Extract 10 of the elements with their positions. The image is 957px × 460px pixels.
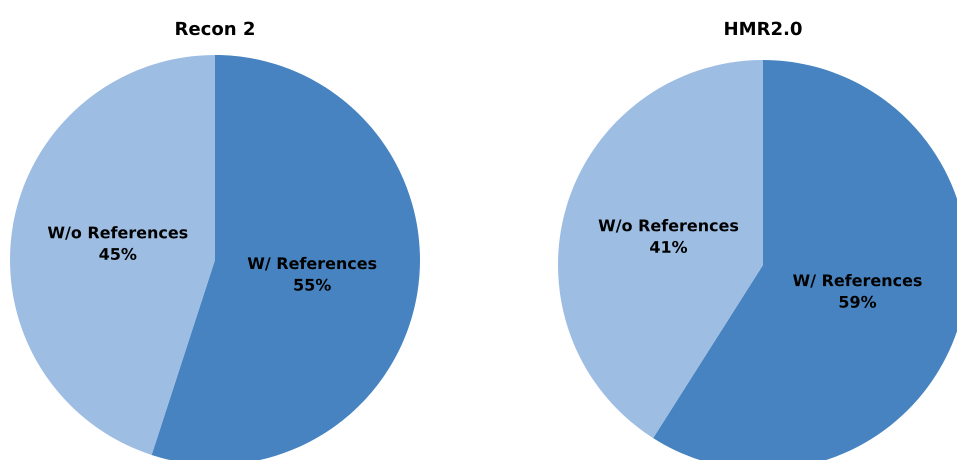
slice-label: W/ References	[793, 274, 922, 288]
data-label: 41%	[650, 240, 688, 253]
data-label: 59%	[840, 296, 876, 308]
data-label: 55%	[294, 278, 331, 291]
data-label: 45%	[99, 248, 136, 260]
chart-title: HMR2.0	[725, 22, 802, 36]
chart-title: Recon 2	[176, 22, 254, 36]
slice-label: W/o References	[598, 219, 738, 233]
slice-label: W/ References	[248, 256, 376, 271]
slice-label: W/o References	[48, 226, 188, 240]
